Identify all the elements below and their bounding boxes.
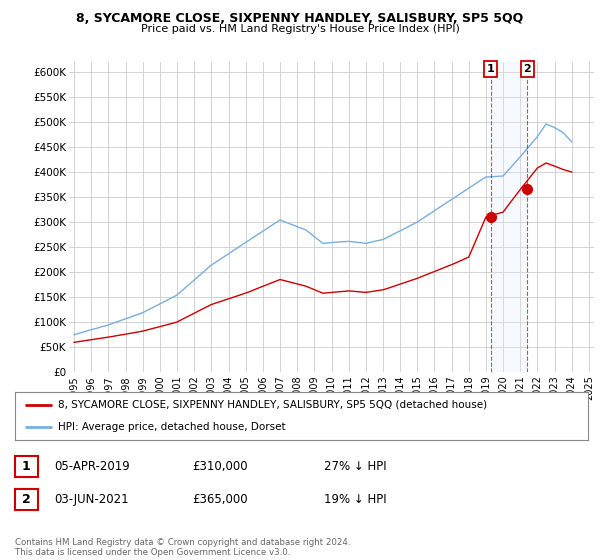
Text: Contains HM Land Registry data © Crown copyright and database right 2024.
This d: Contains HM Land Registry data © Crown c… (15, 538, 350, 557)
Text: 1: 1 (22, 460, 31, 473)
Text: 2: 2 (524, 64, 532, 74)
Text: £365,000: £365,000 (192, 493, 248, 506)
Text: 8, SYCAMORE CLOSE, SIXPENNY HANDLEY, SALISBURY, SP5 5QQ: 8, SYCAMORE CLOSE, SIXPENNY HANDLEY, SAL… (76, 12, 524, 25)
Text: 8, SYCAMORE CLOSE, SIXPENNY HANDLEY, SALISBURY, SP5 5QQ (detached house): 8, SYCAMORE CLOSE, SIXPENNY HANDLEY, SAL… (58, 400, 487, 410)
Text: 2: 2 (22, 493, 31, 506)
Bar (491, 62, 527, 372)
Text: £310,000: £310,000 (192, 460, 248, 473)
Text: Price paid vs. HM Land Registry's House Price Index (HPI): Price paid vs. HM Land Registry's House … (140, 24, 460, 34)
Text: HPI: Average price, detached house, Dorset: HPI: Average price, detached house, Dors… (58, 422, 286, 432)
Text: 03-JUN-2021: 03-JUN-2021 (54, 493, 128, 506)
Text: 05-APR-2019: 05-APR-2019 (54, 460, 130, 473)
Text: 27% ↓ HPI: 27% ↓ HPI (324, 460, 386, 473)
Text: 1: 1 (487, 64, 494, 74)
Text: 19% ↓ HPI: 19% ↓ HPI (324, 493, 386, 506)
